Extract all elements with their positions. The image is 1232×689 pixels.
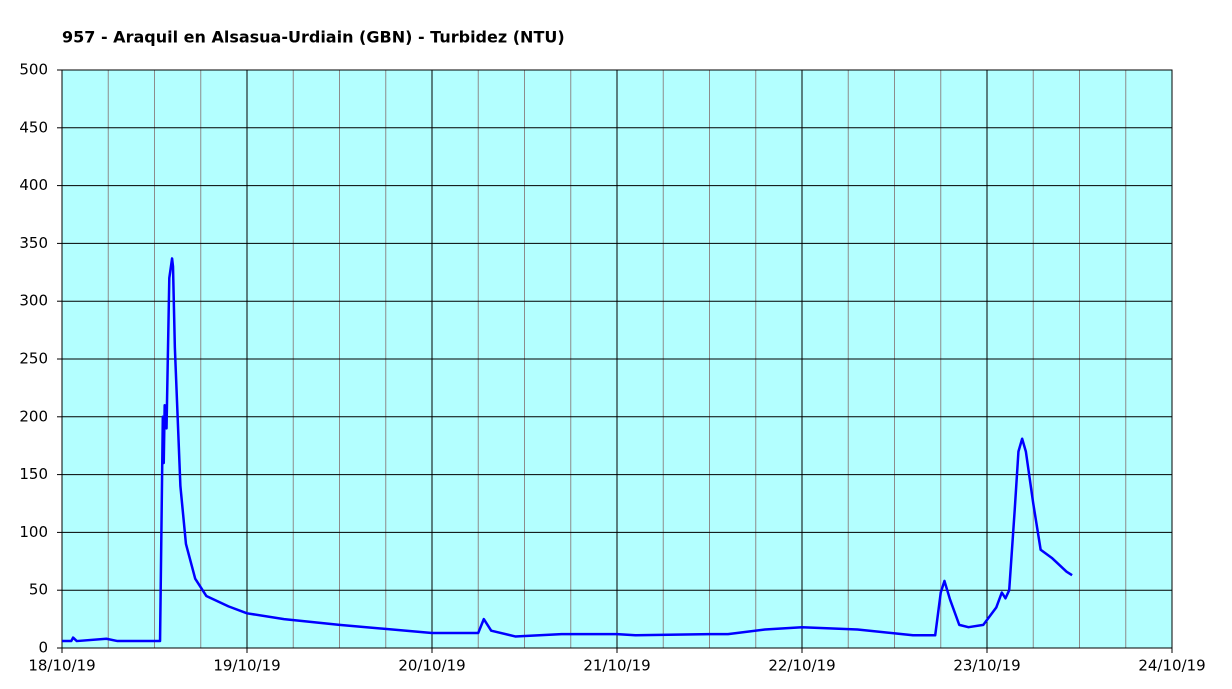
x-tick-label: 21/10/19	[583, 657, 650, 675]
y-tick-label: 450	[19, 118, 48, 136]
y-tick-label: 0	[38, 639, 48, 657]
y-tick-label: 250	[19, 350, 48, 368]
y-tick-label: 300	[19, 292, 48, 310]
y-tick-label: 400	[19, 176, 48, 194]
y-tick-label: 200	[19, 407, 48, 425]
plot-border	[61, 69, 1173, 649]
x-tick-label: 19/10/19	[213, 657, 280, 675]
y-tick-label: 350	[19, 234, 48, 252]
x-tick-label: 20/10/19	[398, 657, 465, 675]
x-tick-label: 22/10/19	[768, 657, 835, 675]
x-tick-label: 18/10/19	[28, 657, 95, 675]
x-tick-label: 24/10/19	[1138, 657, 1205, 675]
y-tick-label: 100	[19, 523, 48, 541]
data-line	[62, 257, 1073, 643]
y-tick-label: 50	[29, 581, 48, 599]
y-tick-label: 150	[19, 465, 48, 483]
chart-title: 957 - Araquil en Alsasua-Urdiain (GBN) -…	[62, 28, 565, 47]
x-tick-label: 23/10/19	[953, 657, 1020, 675]
y-tick-label: 500	[19, 61, 48, 79]
